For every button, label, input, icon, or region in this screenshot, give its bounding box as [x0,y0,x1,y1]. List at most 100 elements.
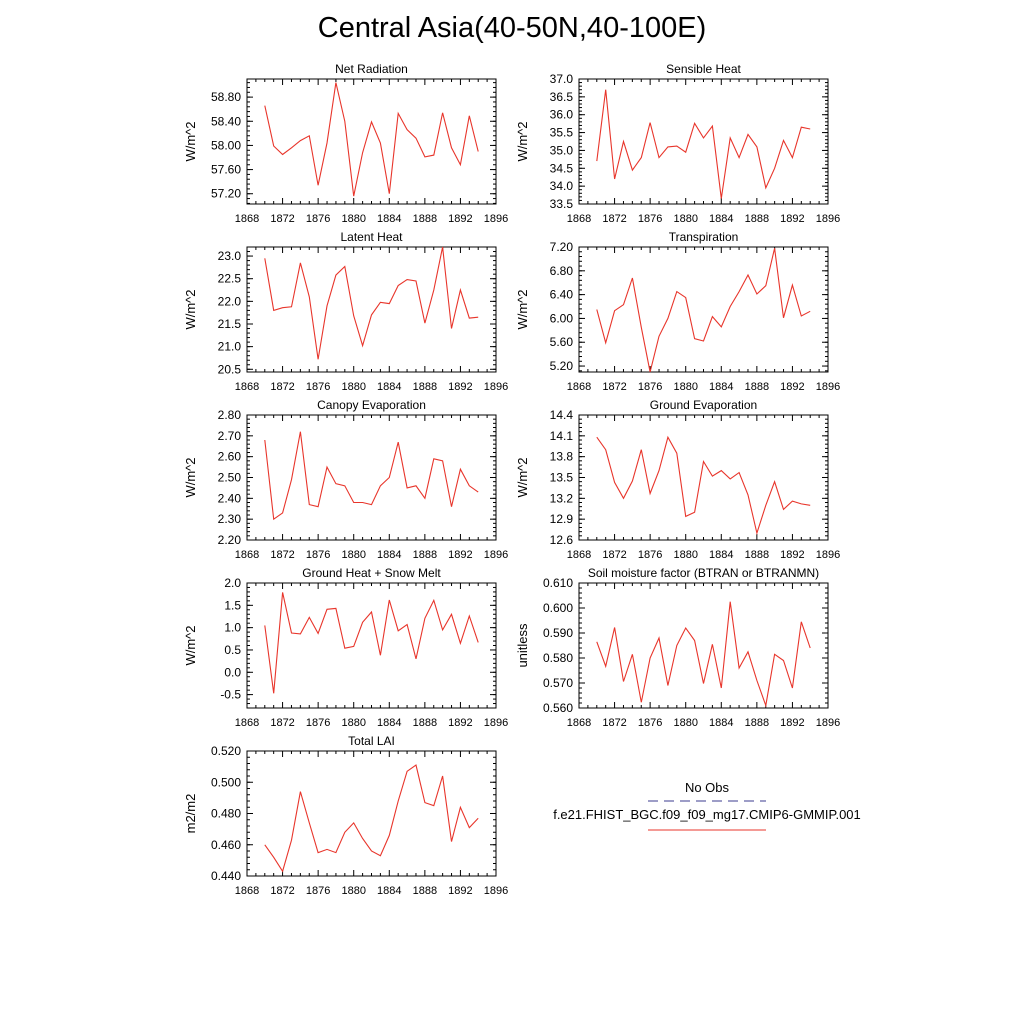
x-tick-label: 1880 [341,885,365,897]
y-tick-label: 0.5 [224,643,241,657]
y-tick-label: 0.460 [211,838,241,852]
y-tick-label: 58.00 [211,138,241,152]
y-tick-label: 0.590 [543,626,573,640]
y-tick-label: 0.520 [211,744,241,758]
series-line-soil-moisture-factor-btran-or-btranmn [596,601,811,708]
y-tick-label: 2.0 [224,576,241,590]
series-line-net-radiation [264,82,479,197]
y-tick-label: 0.570 [543,676,573,690]
x-tick-label: 1892 [780,549,804,561]
x-tick-label: 1868 [567,213,591,225]
y-tick-label: 13.5 [550,471,574,485]
plot-frame [578,78,829,205]
y-tick-label: 0.500 [211,775,241,789]
x-tick-label: 1896 [484,885,508,897]
x-tick-label: 1884 [709,213,733,225]
x-tick-label: 1892 [780,213,804,225]
y-axis-label: unitless [515,623,530,668]
x-tick-label: 1872 [602,213,626,225]
x-tick-label: 1892 [448,717,472,729]
x-tick-label: 1896 [816,381,840,393]
y-tick-label: 2.30 [218,512,242,526]
page-title: Central Asia(40-50N,40-100E) [317,12,707,44]
y-tick-label: 57.20 [211,187,241,201]
x-tick-label: 1872 [270,717,294,729]
y-tick-label: 2.80 [218,408,242,422]
x-tick-label: 1868 [567,381,591,393]
x-tick-label: 1880 [673,213,697,225]
x-tick-label: 1888 [413,885,437,897]
y-tick-label: 2.50 [218,471,242,485]
x-tick-label: 1876 [306,213,330,225]
x-tick-label: 1888 [745,717,769,729]
panel-latent-heat: Latent Heat 1868 1872 1876 1880 1884 1888 1892 1… [183,230,508,393]
legend: No Obs f.e21.FHIST_BGC.f09_f09_mg17.CMIP… [553,780,861,831]
panel-title: Ground Heat + Snow Melt [302,566,441,580]
y-tick-label: 6.40 [550,288,574,302]
y-tick-label: 36.5 [550,90,574,104]
y-tick-label: 23.0 [218,249,242,263]
x-tick-label: 1876 [638,381,662,393]
x-tick-label: 1888 [413,381,437,393]
series-line-ground-evaporation [596,435,811,536]
x-tick-label: 1872 [602,549,626,561]
y-tick-label: 2.20 [218,533,242,547]
panel-canopy-evaporation: Canopy Evaporation 1868 1872 1876 1880 1884 18… [183,398,508,561]
legend-label-model: f.e21.FHIST_BGC.f09_f09_mg17.CMIP6-GMMIP… [553,807,861,822]
x-tick-label: 1884 [377,549,401,561]
x-tick-label: 1880 [341,381,365,393]
y-tick-label: 14.1 [550,429,574,443]
x-tick-label: 1888 [745,213,769,225]
x-tick-label: 1876 [306,717,330,729]
x-tick-label: 1892 [448,885,472,897]
x-tick-label: 1876 [306,885,330,897]
panel-title: Transpiration [669,230,739,244]
x-tick-label: 1896 [484,717,508,729]
panel-net-radiation: Net Radiation 1868 1872 1876 1880 1884 1888 189… [183,62,508,225]
x-tick-label: 1872 [270,885,294,897]
y-tick-label: 5.20 [550,359,574,373]
y-tick-label: 6.00 [550,311,574,325]
x-tick-label: 1876 [638,717,662,729]
x-tick-label: 1884 [377,717,401,729]
y-tick-label: 0.440 [211,869,241,883]
x-tick-label: 1880 [341,549,365,561]
x-tick-label: 1888 [413,213,437,225]
y-tick-label: 22.0 [218,294,242,308]
y-tick-label: 0.600 [543,601,573,615]
x-tick-label: 1872 [270,549,294,561]
y-tick-label: 5.60 [550,335,574,349]
x-tick-label: 1896 [484,213,508,225]
plot-frame [578,582,829,709]
panel-title: Soil moisture factor (BTRAN or BTRANMN) [588,566,819,580]
legend-label-no-obs: No Obs [685,780,730,795]
x-tick-label: 1896 [484,381,508,393]
y-tick-label: 0.580 [543,651,573,665]
y-tick-label: 58.80 [211,90,241,104]
x-tick-label: 1880 [673,381,697,393]
series-line-total-lai [264,764,479,873]
x-tick-label: 1884 [709,549,733,561]
y-tick-label: 0.480 [211,807,241,821]
x-tick-label: 1868 [567,549,591,561]
y-tick-label: 13.2 [550,491,574,505]
y-tick-label: 35.0 [550,143,574,157]
y-tick-label: 0.610 [543,576,573,590]
series-line-canopy-evaporation [264,431,479,521]
y-tick-label: 22.5 [218,272,242,286]
x-tick-label: 1872 [602,381,626,393]
y-tick-label: 57.60 [211,163,241,177]
plot-frame [246,78,497,205]
x-tick-label: 1876 [306,381,330,393]
x-tick-label: 1892 [448,213,472,225]
x-tick-label: 1872 [270,213,294,225]
x-tick-label: 1884 [709,381,733,393]
x-tick-label: 1876 [638,213,662,225]
panel-total-lai: Total LAI 1868 1872 1876 1880 1884 1888 1892 189… [183,734,508,897]
y-tick-label: 2.60 [218,450,242,464]
x-tick-label: 1884 [709,717,733,729]
x-tick-label: 1896 [816,717,840,729]
y-axis-label: W/m^2 [183,625,198,665]
x-tick-label: 1880 [673,549,697,561]
